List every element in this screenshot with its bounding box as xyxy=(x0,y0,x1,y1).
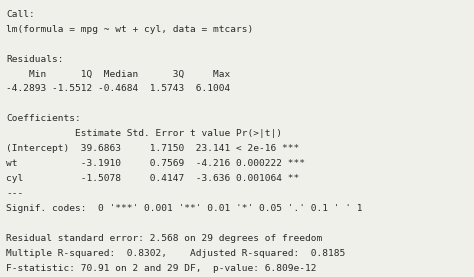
Text: Residual standard error: 2.568 on 29 degrees of freedom: Residual standard error: 2.568 on 29 deg… xyxy=(6,234,322,243)
Text: Min      1Q  Median      3Q     Max: Min 1Q Median 3Q Max xyxy=(6,70,230,78)
Text: Estimate Std. Error t value Pr(>|t|): Estimate Std. Error t value Pr(>|t|) xyxy=(6,129,282,138)
Text: Signif. codes:  0 '***' 0.001 '**' 0.01 '*' 0.05 '.' 0.1 ' ' 1: Signif. codes: 0 '***' 0.001 '**' 0.01 '… xyxy=(6,204,363,213)
Text: wt           -3.1910     0.7569  -4.216 0.000222 ***: wt -3.1910 0.7569 -4.216 0.000222 *** xyxy=(6,159,305,168)
Text: (Intercept)  39.6863     1.7150  23.141 < 2e-16 ***: (Intercept) 39.6863 1.7150 23.141 < 2e-1… xyxy=(6,144,300,153)
Text: cyl          -1.5078     0.4147  -3.636 0.001064 **: cyl -1.5078 0.4147 -3.636 0.001064 ** xyxy=(6,174,300,183)
Text: Coefficients:: Coefficients: xyxy=(6,114,81,123)
Text: ---: --- xyxy=(6,189,23,198)
Text: F-statistic: 70.91 on 2 and 29 DF,  p-value: 6.809e-12: F-statistic: 70.91 on 2 and 29 DF, p-val… xyxy=(6,264,317,273)
Text: -4.2893 -1.5512 -0.4684  1.5743  6.1004: -4.2893 -1.5512 -0.4684 1.5743 6.1004 xyxy=(6,84,230,93)
Text: Residuals:: Residuals: xyxy=(6,55,64,63)
Text: lm(formula = mpg ~ wt + cyl, data = mtcars): lm(formula = mpg ~ wt + cyl, data = mtca… xyxy=(6,25,254,34)
Text: Call:: Call: xyxy=(6,10,35,19)
Text: Multiple R-squared:  0.8302,    Adjusted R-squared:  0.8185: Multiple R-squared: 0.8302, Adjusted R-s… xyxy=(6,249,346,258)
